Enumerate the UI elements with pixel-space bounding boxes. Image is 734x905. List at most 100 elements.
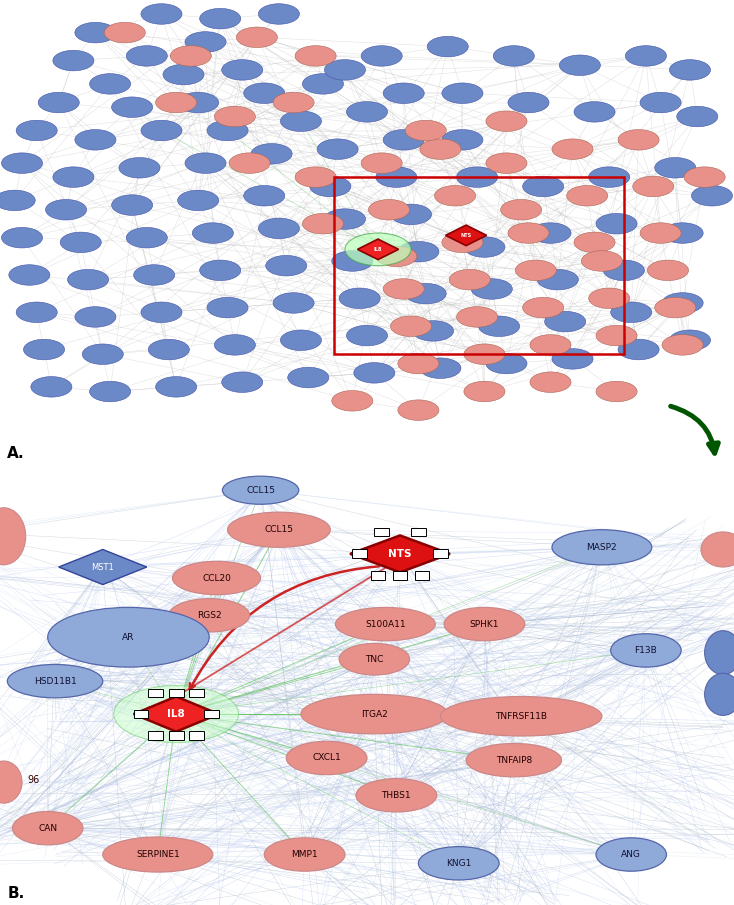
Bar <box>393 571 407 580</box>
Ellipse shape <box>12 812 83 845</box>
Ellipse shape <box>0 190 35 211</box>
Ellipse shape <box>244 83 285 103</box>
Ellipse shape <box>1 227 43 248</box>
Text: TNFAIP8: TNFAIP8 <box>495 756 532 765</box>
Text: A.: A. <box>7 446 25 462</box>
Ellipse shape <box>90 73 131 94</box>
Ellipse shape <box>156 376 197 397</box>
Text: THBS1: THBS1 <box>382 791 411 800</box>
Text: MASP2: MASP2 <box>586 543 617 552</box>
Ellipse shape <box>346 101 388 122</box>
Text: ITGA2: ITGA2 <box>361 710 388 719</box>
Bar <box>352 549 367 558</box>
Ellipse shape <box>442 83 483 103</box>
Ellipse shape <box>457 307 498 328</box>
Bar <box>169 730 184 739</box>
Ellipse shape <box>508 92 549 113</box>
Ellipse shape <box>339 643 410 675</box>
Polygon shape <box>446 225 487 245</box>
Ellipse shape <box>508 223 549 243</box>
Text: IL8: IL8 <box>167 710 185 719</box>
Ellipse shape <box>390 205 432 224</box>
Ellipse shape <box>618 339 659 360</box>
Ellipse shape <box>302 214 344 234</box>
Ellipse shape <box>0 508 26 565</box>
Ellipse shape <box>273 292 314 313</box>
Bar <box>374 528 389 537</box>
Ellipse shape <box>280 330 321 350</box>
Ellipse shape <box>486 153 527 174</box>
Ellipse shape <box>493 45 534 66</box>
Text: TNFRSF11B: TNFRSF11B <box>495 711 547 720</box>
Ellipse shape <box>442 232 483 252</box>
Ellipse shape <box>444 607 525 641</box>
Ellipse shape <box>9 265 50 285</box>
Ellipse shape <box>172 561 261 595</box>
Ellipse shape <box>361 45 402 66</box>
Ellipse shape <box>466 744 562 776</box>
Polygon shape <box>350 536 450 572</box>
Ellipse shape <box>435 186 476 206</box>
Ellipse shape <box>335 607 435 641</box>
Ellipse shape <box>75 129 116 150</box>
Ellipse shape <box>611 634 681 667</box>
Ellipse shape <box>418 846 499 880</box>
Ellipse shape <box>258 218 299 239</box>
Ellipse shape <box>552 348 593 369</box>
Ellipse shape <box>552 138 593 159</box>
Ellipse shape <box>559 55 600 75</box>
Ellipse shape <box>589 288 630 309</box>
Ellipse shape <box>464 344 505 365</box>
Ellipse shape <box>16 302 57 322</box>
Ellipse shape <box>103 837 213 872</box>
Ellipse shape <box>662 223 703 243</box>
Ellipse shape <box>23 339 65 360</box>
Text: NTS: NTS <box>460 233 472 238</box>
Text: IL8: IL8 <box>374 247 382 252</box>
Ellipse shape <box>75 307 116 328</box>
Ellipse shape <box>420 358 461 378</box>
Ellipse shape <box>148 339 189 360</box>
Ellipse shape <box>156 92 197 113</box>
Ellipse shape <box>413 320 454 341</box>
Ellipse shape <box>486 353 527 374</box>
Ellipse shape <box>178 190 219 211</box>
Ellipse shape <box>523 298 564 318</box>
Ellipse shape <box>301 694 448 734</box>
Ellipse shape <box>354 363 395 383</box>
Text: AR: AR <box>123 633 134 642</box>
Text: RGS2: RGS2 <box>197 611 222 620</box>
Ellipse shape <box>545 311 586 332</box>
Text: S100A11: S100A11 <box>365 620 406 629</box>
Ellipse shape <box>691 186 733 206</box>
Ellipse shape <box>625 45 666 66</box>
Text: HSD11B1: HSD11B1 <box>34 677 76 686</box>
Text: 96: 96 <box>27 775 39 785</box>
Ellipse shape <box>68 270 109 290</box>
Ellipse shape <box>90 381 131 402</box>
Ellipse shape <box>229 153 270 174</box>
Ellipse shape <box>368 199 410 220</box>
Ellipse shape <box>662 335 703 355</box>
Text: MST1: MST1 <box>92 563 114 572</box>
Text: CCL15: CCL15 <box>264 525 294 534</box>
Bar <box>169 689 184 698</box>
Polygon shape <box>357 239 399 260</box>
Ellipse shape <box>178 92 219 113</box>
Ellipse shape <box>442 129 483 150</box>
Ellipse shape <box>596 214 637 234</box>
Ellipse shape <box>574 101 615 122</box>
Ellipse shape <box>523 176 564 196</box>
Ellipse shape <box>228 512 330 548</box>
Ellipse shape <box>677 106 718 127</box>
Ellipse shape <box>126 45 167 66</box>
Ellipse shape <box>170 45 211 66</box>
Ellipse shape <box>16 120 57 141</box>
Ellipse shape <box>236 27 277 48</box>
Ellipse shape <box>464 237 505 257</box>
Ellipse shape <box>345 233 411 266</box>
Ellipse shape <box>214 335 255 355</box>
Ellipse shape <box>200 8 241 29</box>
Ellipse shape <box>398 242 439 262</box>
Ellipse shape <box>286 741 367 775</box>
